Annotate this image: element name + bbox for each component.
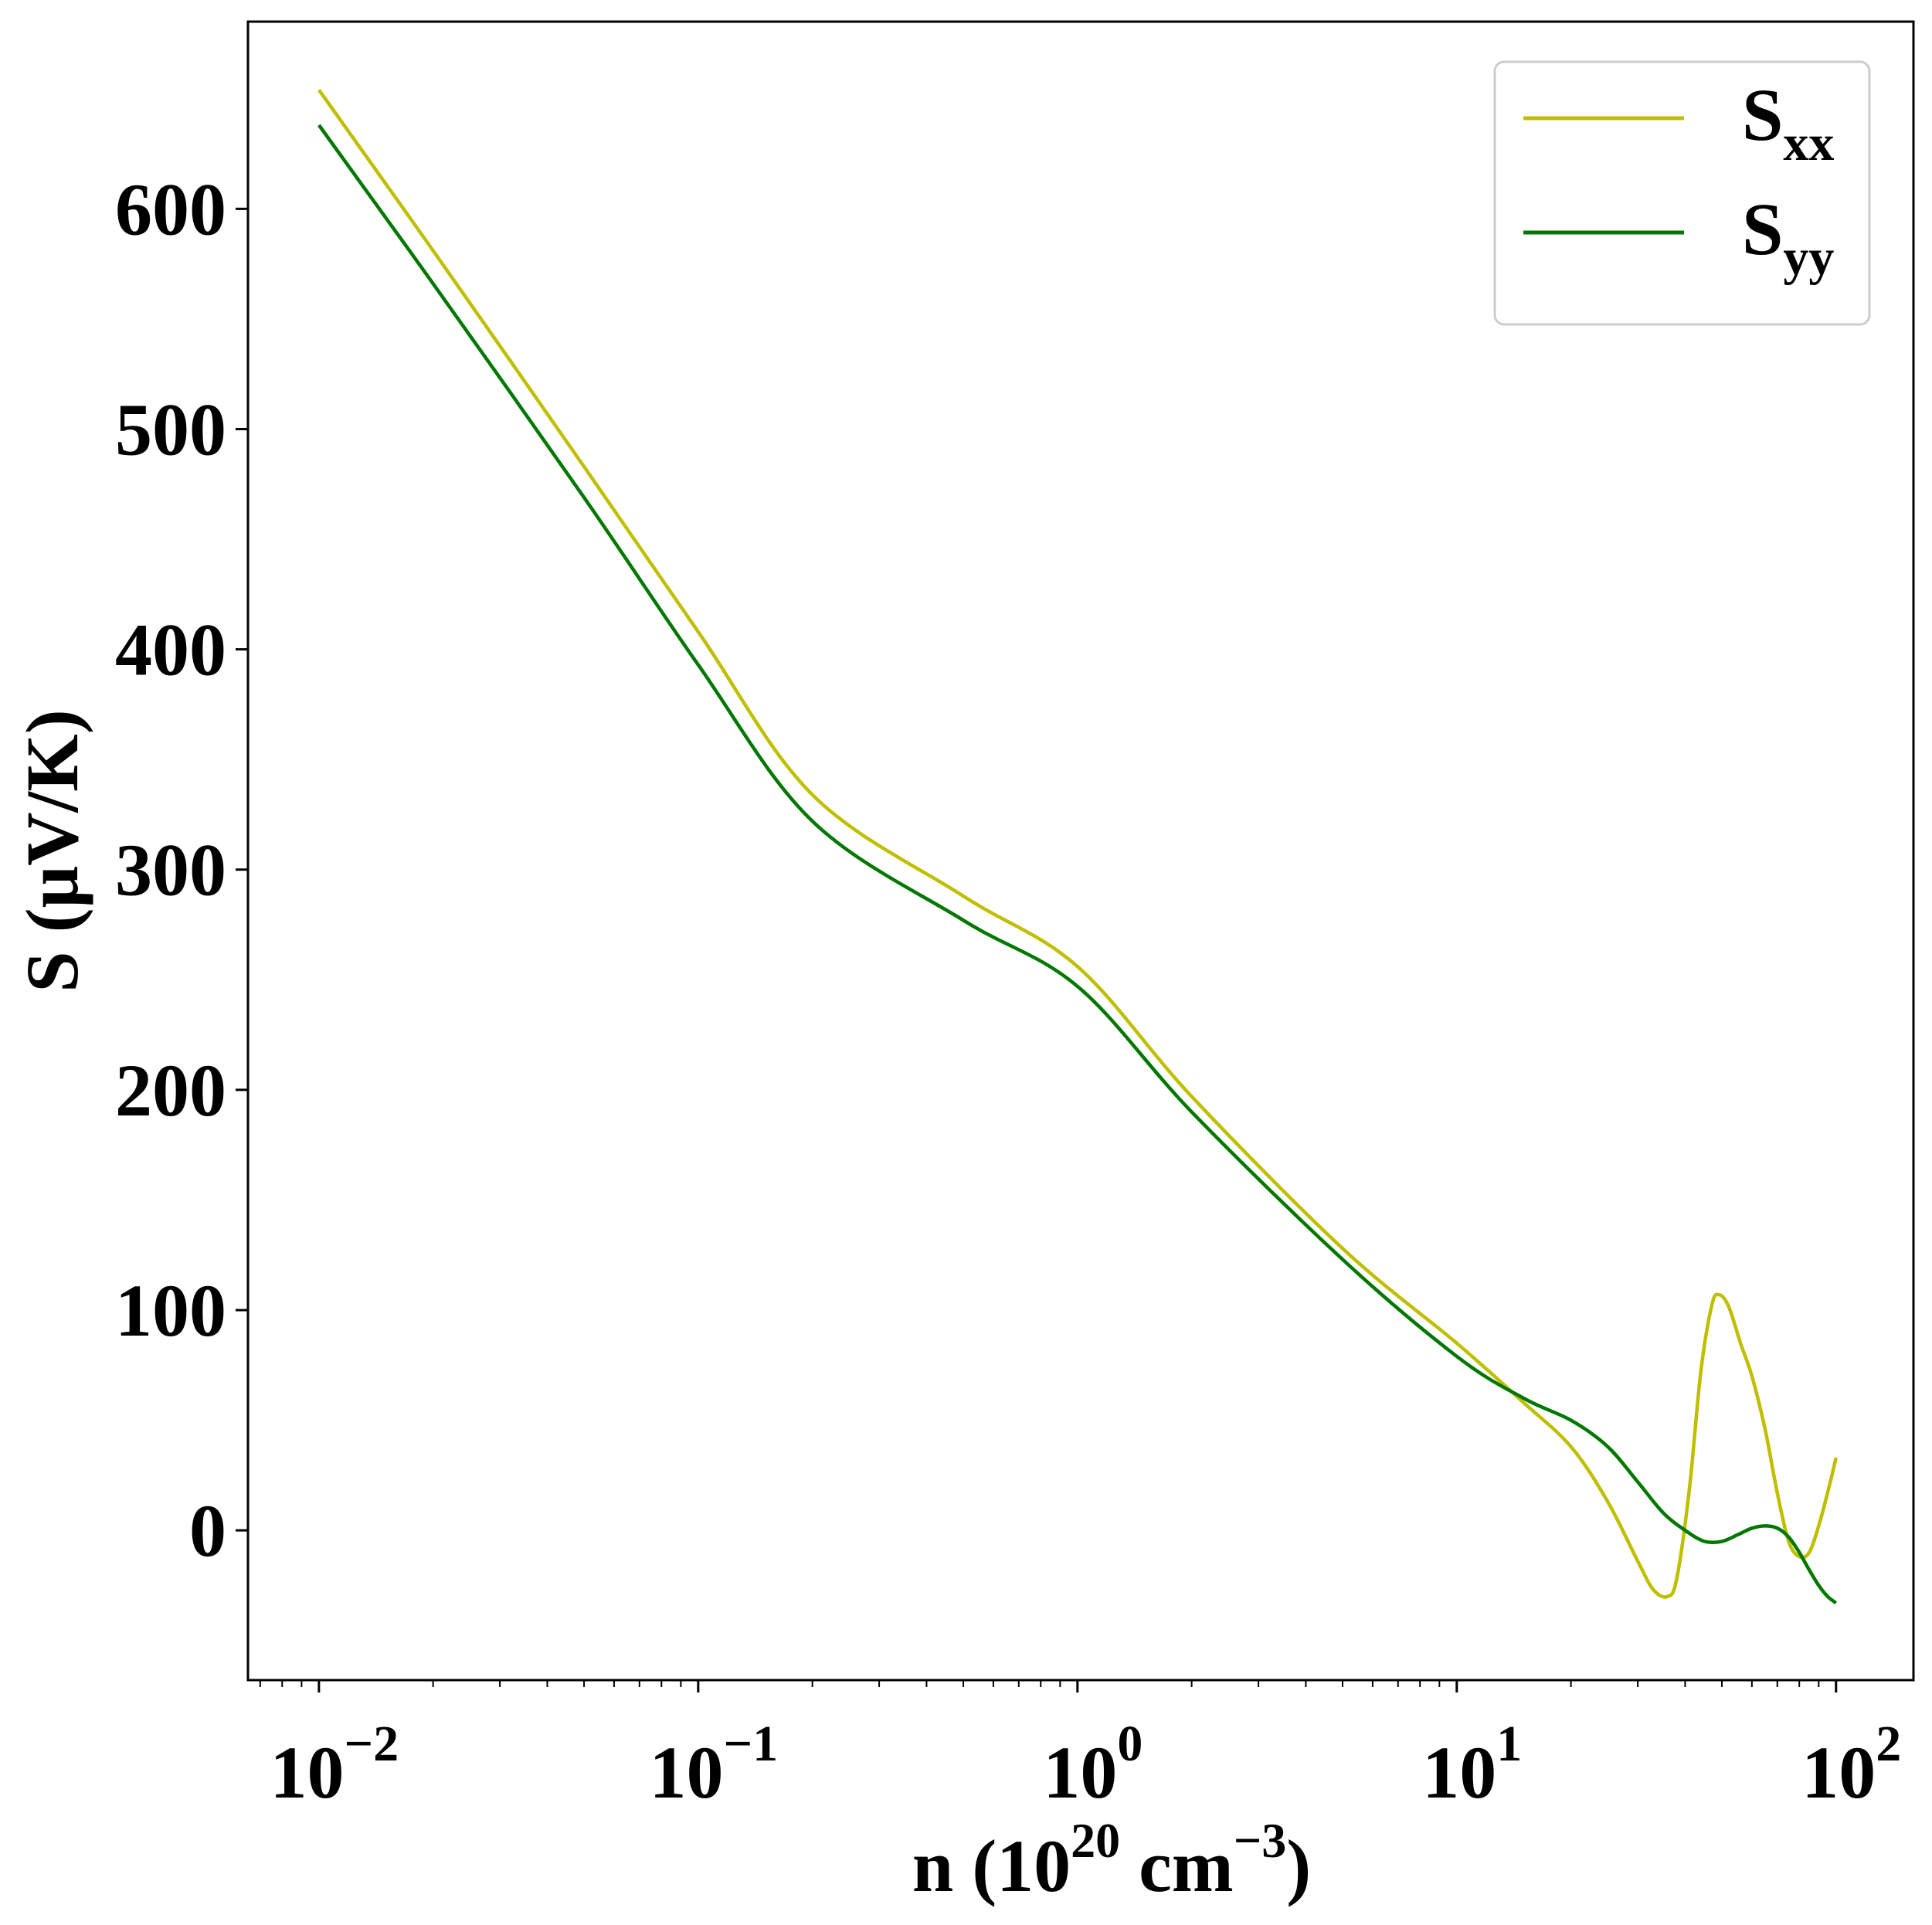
x-axis-title-end: ) [1286, 1825, 1311, 1907]
x-tick-label-exponent: 1 [1496, 1716, 1522, 1772]
x-tick-label-exponent: 2 [1876, 1716, 1901, 1772]
y-tick-label: 600 [115, 168, 226, 250]
y-tick-label: 300 [115, 829, 226, 912]
y-axis-title: S (μV/K) [11, 709, 93, 992]
series-layer [317, 89, 1838, 1605]
x-tick-label-exponent: 0 [1117, 1716, 1143, 1772]
y-axis: 0 100 200 300 400 500 600 [115, 168, 248, 1572]
x-axis: 10−2 10−1 100 101 102 [259, 1680, 1901, 1814]
y-tick-label: 0 [189, 1489, 226, 1572]
legend-label-yy: Syy [1742, 188, 1834, 286]
x-axis-title-mid: cm [1120, 1825, 1234, 1907]
legend-label-subscript: xx [1783, 115, 1834, 171]
y-tick-label: 200 [115, 1049, 226, 1132]
x-tick-label: 10−1 [650, 1716, 779, 1814]
x-tick-label-exponent: −2 [345, 1716, 399, 1772]
x-tick-label-base: 10 [270, 1731, 345, 1814]
legend-label-base: S [1742, 73, 1783, 156]
x-axis-title-sup1: 20 [1071, 1813, 1120, 1868]
x-tick-label: 100 [1043, 1716, 1143, 1814]
y-tick-label: 500 [115, 388, 226, 470]
legend-label-base: S [1742, 188, 1783, 270]
x-tick-label: 101 [1422, 1716, 1522, 1814]
x-tick-label-base: 10 [1422, 1731, 1496, 1814]
legend-box [1493, 60, 1871, 326]
legend-label-xx: Sxx [1742, 73, 1834, 171]
y-tick-label: 400 [115, 609, 226, 691]
x-tick-label: 10−2 [270, 1716, 399, 1814]
x-tick-label-base: 10 [1801, 1731, 1876, 1814]
x-axis-title: n (1020 cm−3) [912, 1813, 1311, 1907]
x-tick-label-base: 10 [1043, 1731, 1117, 1814]
series-line-xx [317, 89, 1838, 1599]
legend-label-subscript: yy [1783, 229, 1834, 286]
x-tick-label-exponent: −1 [724, 1716, 779, 1772]
y-tick-label: 100 [115, 1269, 226, 1352]
x-tick-label: 102 [1801, 1716, 1901, 1814]
x-axis-title-base: n (10 [912, 1825, 1071, 1907]
x-axis-title-sup2: −3 [1234, 1813, 1286, 1868]
plot-frame [246, 20, 1915, 1682]
series-line-yy [317, 124, 1838, 1605]
x-tick-label-base: 10 [650, 1731, 724, 1814]
